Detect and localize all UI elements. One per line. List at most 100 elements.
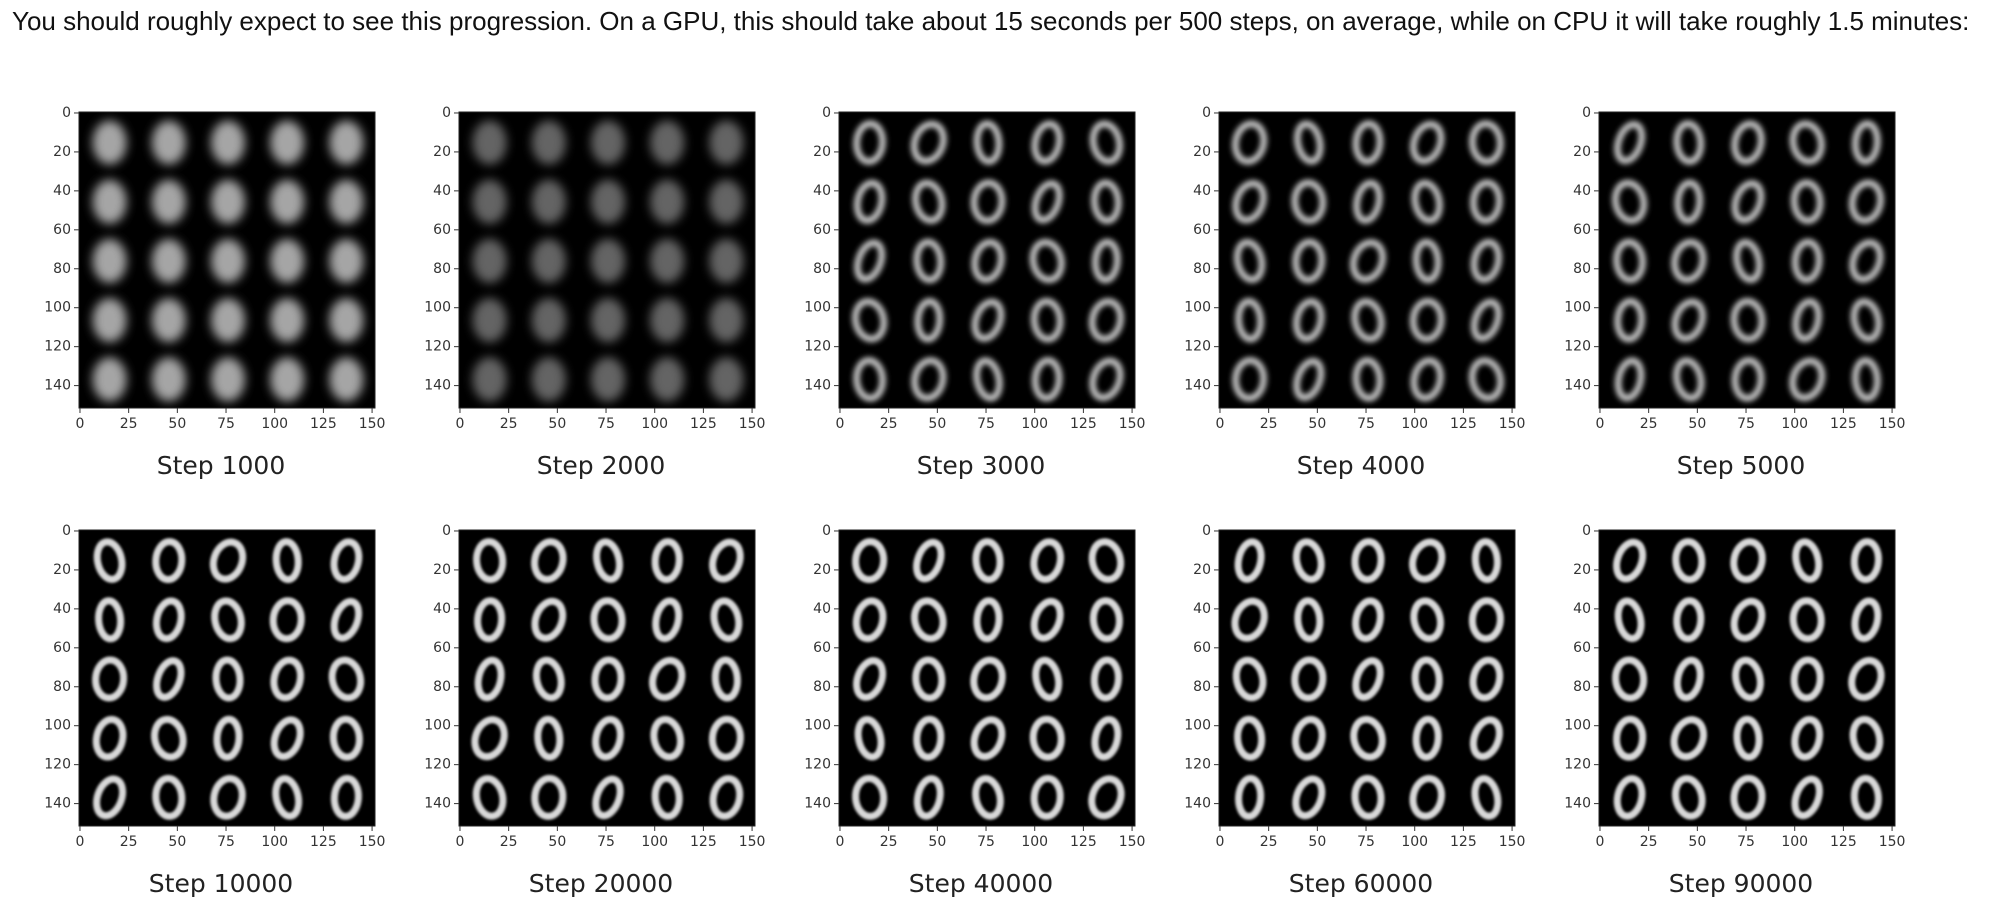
- digit-blob: [1471, 298, 1502, 342]
- digit-blob: [330, 538, 363, 583]
- digit-blob: [1029, 239, 1065, 283]
- panel-caption: Step 90000: [1669, 869, 1813, 898]
- digit-blob: [590, 597, 626, 643]
- y-tick-label: 0: [1582, 523, 1591, 539]
- digit-blob: [1410, 298, 1445, 343]
- digit-blob: [531, 774, 567, 820]
- digit-blob: [93, 775, 127, 820]
- digit-blob: [1231, 597, 1268, 642]
- digit-blob: [709, 239, 744, 283]
- y-tick-label: 20: [1193, 562, 1211, 578]
- digit-blob: [1409, 538, 1446, 583]
- digit-blob: [1090, 120, 1123, 165]
- y-tick-label: 40: [53, 601, 71, 617]
- digit-blob: [329, 298, 364, 343]
- digit-blob: [211, 179, 245, 224]
- x-tick-label: 75: [217, 834, 235, 850]
- digit-blob: [709, 179, 744, 224]
- y-tick-label: 0: [1582, 105, 1591, 121]
- digit-blob: [329, 357, 364, 402]
- x-tick-label: 125: [1070, 834, 1097, 850]
- digit-blob: [1088, 775, 1125, 820]
- digit-blob: [1471, 239, 1502, 283]
- digit-blob: [971, 239, 1005, 283]
- digit-blob: [1353, 180, 1383, 224]
- panel-caption: Step 20000: [529, 869, 673, 898]
- digit-blob: [852, 597, 887, 643]
- digit-blob: [1031, 120, 1063, 165]
- digit-blob: [1730, 774, 1766, 820]
- digit-blob: [1731, 180, 1765, 224]
- panel: 0 25 50 75 100 125 150 0 20 40 60 80 100 120 140 Step 3…: [804, 105, 1145, 480]
- x-tick-label: 75: [1357, 416, 1375, 432]
- digit-blob: [151, 120, 186, 165]
- image-frame: [1218, 111, 1516, 409]
- digit-blob: [911, 597, 947, 643]
- panel-caption: Step 60000: [1289, 869, 1433, 898]
- y-tick-label: 140: [1564, 378, 1591, 394]
- x-tick-label: 100: [1021, 416, 1048, 432]
- x-tick-label: 75: [1737, 416, 1755, 432]
- digit-blob: [531, 597, 567, 642]
- digit-blob: [1091, 179, 1122, 224]
- x-tick-label: 75: [597, 416, 615, 432]
- image-frame: [78, 529, 376, 827]
- y-tick-label: 120: [804, 757, 831, 773]
- digit-blob: [329, 120, 364, 165]
- y-tick-label: 60: [1193, 640, 1211, 656]
- y-tick-label: 120: [44, 757, 71, 773]
- digit-blob: [1612, 179, 1647, 224]
- x-tick-label: 150: [1119, 834, 1146, 850]
- digit-blob: [209, 538, 247, 583]
- digit-blob: [1612, 656, 1648, 702]
- digit-blob: [1089, 597, 1123, 643]
- digit-blob: [853, 657, 887, 701]
- digit-blob: [971, 298, 1005, 342]
- digit-blob: [1791, 179, 1824, 224]
- digit-blob: [473, 538, 507, 584]
- digit-blob: [151, 179, 186, 224]
- x-tick-label: 50: [168, 416, 186, 432]
- digit-blob: [710, 597, 743, 643]
- digit-blob: [472, 120, 507, 165]
- y-tick-label: 80: [1573, 679, 1591, 695]
- x-tick-label: 150: [739, 416, 766, 432]
- digit-blob: [1469, 357, 1504, 402]
- digit-blob: [1469, 120, 1504, 165]
- panel: 0 25 50 75 100 125 150 0 20 40 60 80 100 120 140 Step 2…: [424, 105, 765, 480]
- y-tick-label: 80: [1193, 261, 1211, 277]
- digit-blob: [1471, 538, 1501, 584]
- digit-blob: [1849, 239, 1884, 283]
- x-tick-label: 150: [1879, 416, 1906, 432]
- digit-blob: [1412, 715, 1442, 761]
- intro-text: You should roughly expect to see this pr…: [12, 6, 1970, 36]
- digit-blob: [1352, 357, 1384, 402]
- y-tick-label: 100: [1184, 300, 1211, 316]
- digit-blob: [1789, 597, 1825, 643]
- y-tick-label: 0: [62, 523, 71, 539]
- x-tick-label: 25: [500, 416, 518, 432]
- digit-blob: [709, 775, 744, 820]
- digit-blob: [1672, 538, 1706, 584]
- x-tick-label: 125: [310, 416, 337, 432]
- y-tick-label: 40: [1193, 183, 1211, 199]
- y-tick-label: 100: [44, 718, 71, 734]
- digit-blob: [1030, 774, 1064, 820]
- x-tick-label: 100: [261, 834, 288, 850]
- y-tick-label: 80: [813, 261, 831, 277]
- x-tick-label: 125: [1450, 416, 1477, 432]
- x-tick-label: 50: [928, 416, 946, 432]
- x-tick-label: 25: [120, 834, 138, 850]
- y-tick-label: 20: [813, 144, 831, 160]
- digit-blob: [1294, 597, 1324, 643]
- digit-blob: [531, 120, 566, 165]
- digit-blob: [270, 179, 305, 224]
- digit-blob: [1673, 120, 1704, 165]
- digit-blob: [1614, 121, 1645, 164]
- x-tick-label: 75: [597, 834, 615, 850]
- digit-blob: [1789, 120, 1825, 165]
- x-tick-label: 50: [1308, 834, 1326, 850]
- digit-blob: [1031, 180, 1063, 224]
- digit-blob: [1469, 716, 1503, 761]
